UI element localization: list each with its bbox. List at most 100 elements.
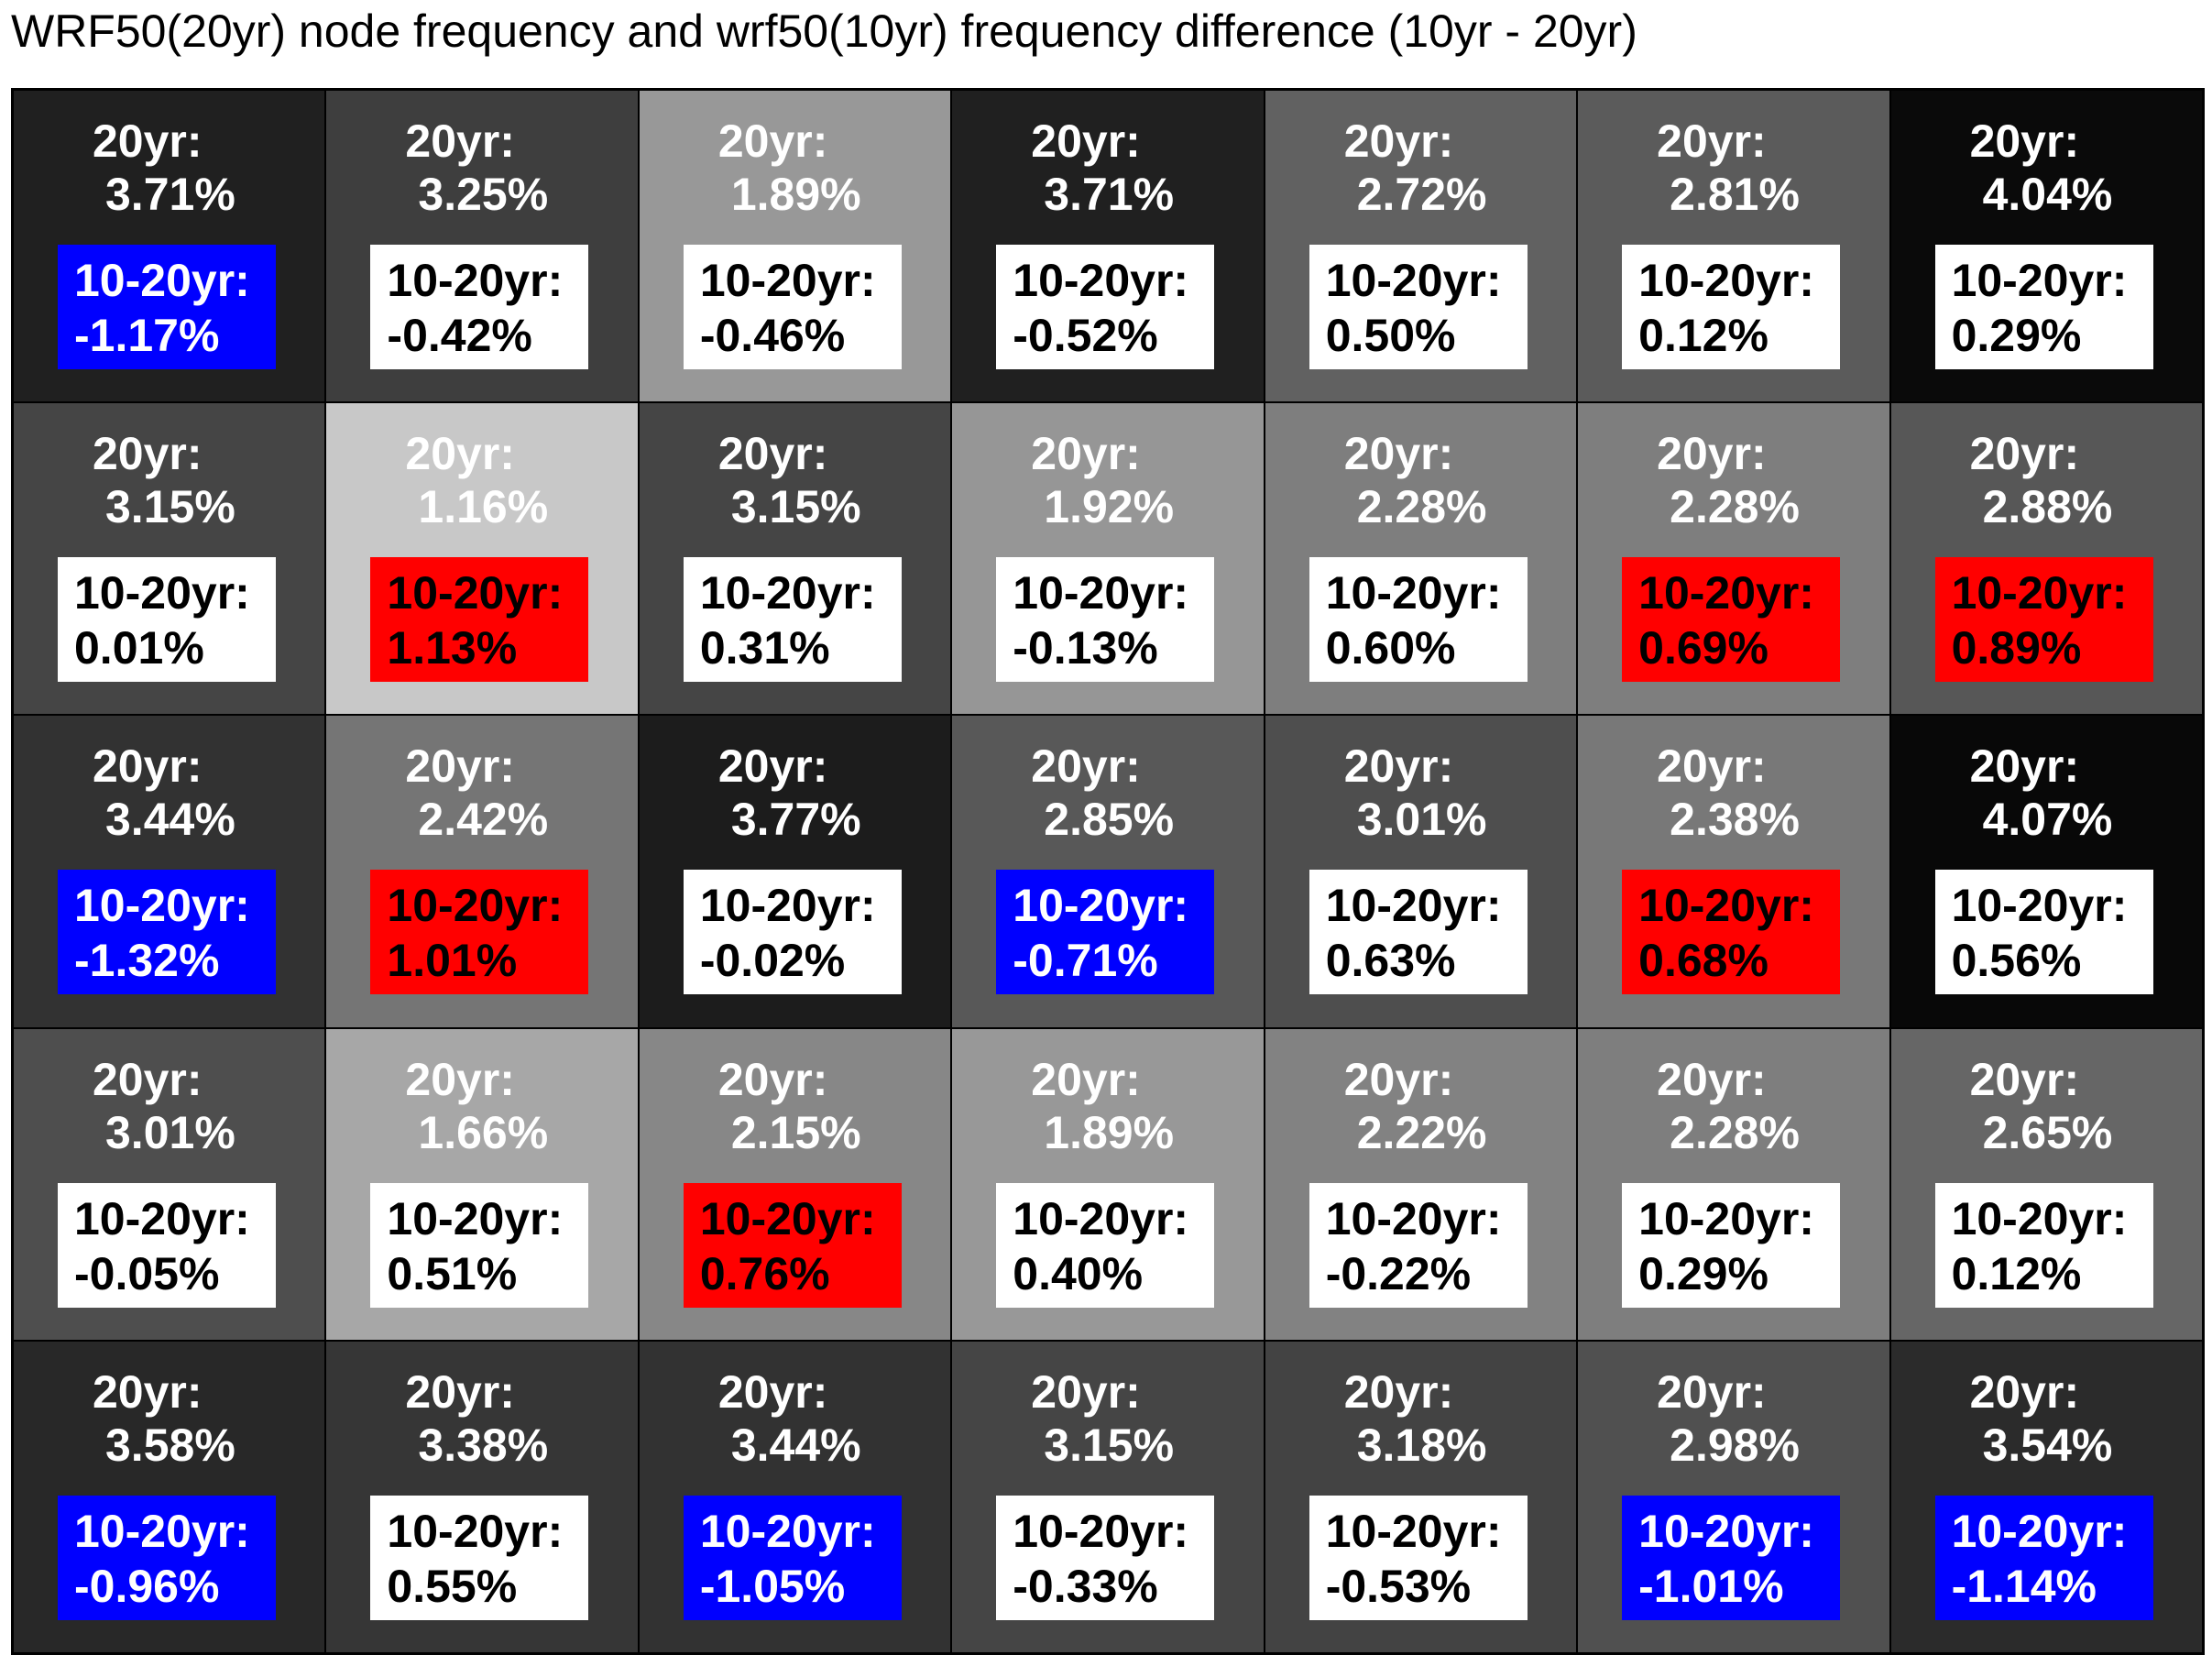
node-cell: 20yr: 3.77% 10-20yr: -0.02% xyxy=(639,716,951,1027)
freq-20yr-value: 3.54% xyxy=(1982,1419,2113,1471)
diff-label: 10-20yr: xyxy=(699,255,876,306)
diff-box: 10-20yr: 0.68% xyxy=(1622,870,1841,995)
diff-value: 0.76% xyxy=(699,1247,830,1299)
node-cell: 20yr: 3.71% 10-20yr: -0.52% xyxy=(952,91,1264,402)
freq-20yr-label: 20yr: xyxy=(717,740,828,793)
diff-label: 10-20yr: xyxy=(1013,255,1189,306)
freq-20yr-value: 3.71% xyxy=(105,169,235,220)
diff-label: 10-20yr: xyxy=(699,880,876,932)
diff-box: 10-20yr: 0.29% xyxy=(1622,1182,1841,1308)
diff-box: 10-20yr: -0.71% xyxy=(996,870,1215,995)
diff-value: -0.22% xyxy=(1325,1247,1472,1299)
diff-box: 10-20yr: 0.40% xyxy=(996,1182,1215,1308)
diff-value: -1.14% xyxy=(1951,1560,2097,1612)
freq-20yr-label: 20yr: xyxy=(1343,1053,1454,1105)
freq-20yr-label: 20yr: xyxy=(1031,1053,1141,1105)
node-cell: 20yr: 2.28% 10-20yr: 0.69% xyxy=(1578,403,1889,715)
diff-box: 10-20yr: -0.33% xyxy=(996,1495,1215,1620)
freq-20yr-value: 2.42% xyxy=(418,794,549,846)
freq-20yr-value: 1.89% xyxy=(730,169,861,220)
freq-20yr-value: 2.72% xyxy=(1356,169,1487,220)
diff-box: 10-20yr: -1.32% xyxy=(58,870,276,995)
freq-20yr-label: 20yr: xyxy=(717,115,828,167)
node-cell: 20yr: 2.65% 10-20yr: 0.12% xyxy=(1890,1028,2202,1340)
freq-20yr-value: 2.38% xyxy=(1670,794,1800,846)
diff-value: 0.68% xyxy=(1638,935,1769,987)
diff-label: 10-20yr: xyxy=(1013,1505,1189,1557)
freq-20yr-label: 20yr: xyxy=(93,1365,203,1418)
freq-20yr-label: 20yr: xyxy=(93,428,203,480)
freq-20yr-label: 20yr: xyxy=(717,428,828,480)
freq-20yr-value: 2.85% xyxy=(1044,794,1175,846)
diff-label: 10-20yr: xyxy=(1013,880,1189,932)
freq-20yr-label: 20yr: xyxy=(1969,1365,2080,1418)
diff-value: 1.01% xyxy=(387,935,518,987)
node-cell: 20yr: 1.16% 10-20yr: 1.13% xyxy=(326,403,638,715)
freq-20yr-label: 20yr: xyxy=(1657,115,1767,167)
freq-20yr-value: 3.18% xyxy=(1356,1419,1487,1471)
freq-20yr-value: 3.01% xyxy=(105,1106,235,1158)
freq-20yr-label: 20yr: xyxy=(93,115,203,167)
freq-20yr-label: 20yr: xyxy=(405,1053,515,1105)
freq-20yr-label: 20yr: xyxy=(1657,1365,1767,1418)
diff-box: 10-20yr: 0.69% xyxy=(1622,557,1841,683)
diff-label: 10-20yr: xyxy=(1013,567,1189,619)
diff-box: 10-20yr: -0.02% xyxy=(683,870,902,995)
freq-20yr-label: 20yr: xyxy=(1031,115,1141,167)
diff-label: 10-20yr: xyxy=(74,255,250,306)
freq-20yr-value: 3.58% xyxy=(105,1419,235,1471)
node-cell: 20yr: 3.44% 10-20yr: -1.32% xyxy=(14,716,325,1027)
node-cell: 20yr: 3.25% 10-20yr: -0.42% xyxy=(326,91,638,402)
freq-20yr-value: 2.28% xyxy=(1670,1106,1800,1158)
diff-value: 0.12% xyxy=(1638,310,1769,361)
diff-box: 10-20yr: 0.31% xyxy=(683,557,902,683)
node-cell: 20yr: 2.22% 10-20yr: -0.22% xyxy=(1265,1028,1577,1340)
diff-box: 10-20yr: -0.52% xyxy=(996,245,1215,369)
diff-value: 0.12% xyxy=(1951,1247,2082,1299)
node-cell: 20yr: 3.15% 10-20yr: -0.33% xyxy=(952,1341,1264,1652)
freq-20yr-value: 1.92% xyxy=(1044,481,1175,533)
node-cell: 20yr: 1.92% 10-20yr: -0.13% xyxy=(952,403,1264,715)
freq-20yr-label: 20yr: xyxy=(1969,115,2080,167)
diff-value: -0.33% xyxy=(1013,1560,1158,1612)
freq-20yr-label: 20yr: xyxy=(405,428,515,480)
diff-value: 1.13% xyxy=(387,622,518,674)
diff-label: 10-20yr: xyxy=(74,880,250,932)
diff-value: -1.05% xyxy=(699,1560,846,1612)
diff-label: 10-20yr: xyxy=(74,1505,250,1557)
diff-value: 0.60% xyxy=(1325,622,1456,674)
freq-20yr-label: 20yr: xyxy=(405,115,515,167)
diff-box: 10-20yr: -0.13% xyxy=(996,557,1215,683)
diff-box: 10-20yr: -0.53% xyxy=(1309,1495,1528,1620)
freq-20yr-label: 20yr: xyxy=(717,1365,828,1418)
freq-20yr-value: 2.28% xyxy=(1356,481,1487,533)
diff-box: 10-20yr: 0.01% xyxy=(58,557,276,683)
diff-label: 10-20yr: xyxy=(1951,567,2128,619)
diff-label: 10-20yr: xyxy=(1638,255,1814,306)
diff-value: 0.56% xyxy=(1951,935,2082,987)
freq-20yr-label: 20yr: xyxy=(405,1365,515,1418)
diff-box: 10-20yr: -0.96% xyxy=(58,1495,276,1620)
diff-value: -1.32% xyxy=(74,935,220,987)
node-cell: 20yr: 3.44% 10-20yr: -1.05% xyxy=(639,1341,951,1652)
diff-box: 10-20yr: 1.13% xyxy=(370,557,589,683)
diff-value: -0.71% xyxy=(1013,935,1158,987)
diff-value: -0.96% xyxy=(74,1560,220,1612)
diff-label: 10-20yr: xyxy=(1325,567,1502,619)
freq-20yr-value: 3.15% xyxy=(1044,1419,1175,1471)
freq-20yr-value: 2.15% xyxy=(730,1106,861,1158)
freq-20yr-value: 3.01% xyxy=(1356,794,1487,846)
node-cell: 20yr: 2.42% 10-20yr: 1.01% xyxy=(326,716,638,1027)
diff-value: 0.55% xyxy=(387,1560,518,1612)
diff-value: -0.13% xyxy=(1013,622,1158,674)
node-cell: 20yr: 1.89% 10-20yr: 0.40% xyxy=(952,1028,1264,1340)
diff-label: 10-20yr: xyxy=(699,567,876,619)
diff-box: 10-20yr: 0.50% xyxy=(1309,245,1528,369)
freq-20yr-value: 4.04% xyxy=(1982,169,2113,220)
node-cell: 20yr: 4.07% 10-20yr: 0.56% xyxy=(1890,716,2202,1027)
freq-20yr-label: 20yr: xyxy=(1969,428,2080,480)
chart-title: WRF50(20yr) node frequency and wrf50(10y… xyxy=(11,5,1637,57)
diff-box: 10-20yr: -0.46% xyxy=(683,245,902,369)
diff-label: 10-20yr: xyxy=(1638,1192,1814,1244)
diff-box: 10-20yr: 0.60% xyxy=(1309,557,1528,683)
